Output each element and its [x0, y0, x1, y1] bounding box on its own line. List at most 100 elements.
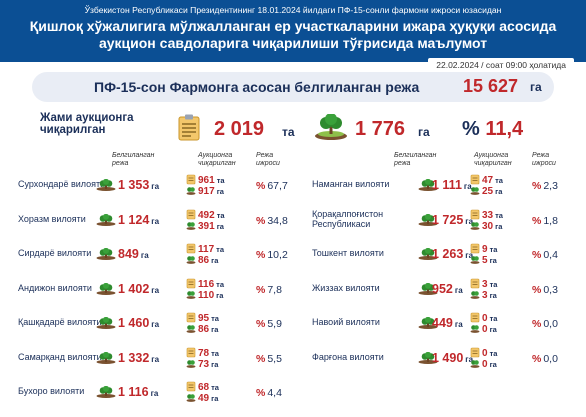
- region-row: Навоий вилояти 449 га 0 та 0 га % 0,0: [312, 310, 574, 340]
- region-auction-count: 33 та: [482, 209, 503, 221]
- region-plan-value: 1 263: [432, 247, 464, 261]
- small-tree-icon: [96, 351, 116, 364]
- region-plan-value: 1 725: [432, 212, 464, 227]
- region-auction: 95 та 86 га: [198, 313, 219, 335]
- document-icon: [186, 312, 196, 333]
- region-auction: 116 та 110 га: [198, 279, 224, 301]
- region-share: % 10,2: [256, 249, 288, 261]
- region-share: % 67,7: [256, 180, 288, 192]
- region-share: % 0,3: [532, 283, 558, 296]
- norm-value: 15 627: [463, 76, 519, 96]
- region-plan: 1 460 га: [118, 316, 159, 330]
- region-name: Наманган вилояти: [312, 179, 390, 189]
- region-name: Сурхондарё вилояти: [18, 179, 106, 189]
- region-share: % 0,0: [532, 352, 558, 365]
- totals-count: 2 019: [214, 118, 265, 140]
- region-plan: 449 га: [432, 316, 463, 330]
- region-plan: 1 124 га: [118, 213, 159, 227]
- region-plan-value: 1 116: [118, 385, 149, 399]
- region-auction-count: 95 та: [198, 313, 219, 324]
- region-plan-unit: га: [150, 389, 159, 398]
- region-auction-count: 0 та: [482, 313, 498, 324]
- region-auction-count: 3 та: [482, 278, 498, 290]
- region-plan-value: 449: [432, 316, 453, 330]
- norm-unit: га: [530, 80, 542, 94]
- clipboard-icon: [178, 114, 200, 141]
- header-super: Ўзбекистон Республикаси Президентининг 1…: [84, 5, 502, 15]
- region-name: Тошкент вилояти: [312, 248, 384, 258]
- region-name: Қашқадарё вилояти: [18, 317, 102, 327]
- small-tree-icon: [96, 386, 116, 398]
- region-row: Фарғона вилояти 1 490 га 0 та 0 га % 0,0: [312, 345, 574, 375]
- region-plan-value: 952: [432, 281, 453, 296]
- region-auction: 961 та 917 га: [198, 175, 225, 197]
- region-plan-unit: га: [151, 216, 160, 226]
- header-title-line2: аукцион савдоларига чиқарилиши тўғрисида…: [98, 35, 488, 51]
- totals-label-line2: чиқарилган: [40, 124, 106, 136]
- region-row: Наманган вилояти 1 111 га 47 та 25 га % 2,3: [312, 172, 574, 202]
- region-plan-unit: га: [151, 320, 160, 329]
- region-name: Навоий вилояти: [312, 317, 380, 327]
- small-tree-icon: [418, 213, 438, 226]
- region-plan-unit: га: [151, 182, 160, 191]
- totals-area: 1 776: [355, 118, 406, 140]
- region-name: Фарғона вилояти: [312, 351, 384, 362]
- region-plan-value: 1 124: [118, 212, 150, 227]
- region-auction-count: 116 та: [198, 278, 224, 290]
- region-plan: 1 111 га: [432, 178, 472, 192]
- region-plan: 1 263 га: [432, 247, 473, 261]
- region-auction: 47 та 25 га: [482, 175, 503, 197]
- region-row: Қорақалпоғистон Республикаси 1 725 га 33 та 30…: [312, 207, 574, 237]
- region-plan: 1 353 га: [118, 178, 159, 192]
- region-row: Сирдарё вилояти 849 га 117 та 86 га % 10,2: [18, 241, 288, 271]
- document-icon: [470, 312, 480, 333]
- document-icon: [470, 278, 480, 299]
- region-share: % 5,5: [256, 352, 282, 365]
- region-auction-area: 5 га: [482, 255, 497, 266]
- region-auction-area: 73 га: [198, 358, 219, 370]
- region-auction-count: 117 та: [198, 244, 224, 255]
- region-auction-count: 0 та: [482, 347, 498, 359]
- region-row: Жиззах вилояти 952 га 3 та 3 га % 0,3: [312, 276, 574, 306]
- region-auction: 0 та 0 га: [482, 313, 497, 335]
- region-auction: 117 та 86 га: [198, 244, 224, 266]
- col-auction-right: Аукционга чиқарилган: [474, 152, 512, 167]
- region-auction: 3 та 3 га: [482, 279, 497, 301]
- region-auction: 68 та 49 га: [198, 382, 219, 404]
- region-auction-count: 68 та: [198, 382, 219, 393]
- region-plan-value: 1 111: [432, 178, 462, 192]
- totals-label-line1: Жами аукционга: [40, 112, 134, 124]
- norm-bar: ПФ-15-сон Фармонга асосан белгиланган ре…: [32, 72, 554, 102]
- totals-count-unit: та: [282, 125, 295, 139]
- document-icon: [186, 278, 196, 299]
- region-plan: 952 га: [432, 282, 463, 296]
- region-plan-value: 1 332: [118, 350, 150, 365]
- small-tree-icon: [96, 317, 116, 329]
- col-share-left: Режа ижроси: [256, 152, 280, 167]
- region-share: % 5,9: [256, 318, 282, 330]
- region-plan-unit: га: [140, 251, 149, 260]
- region-auction-area: 86 га: [198, 255, 219, 266]
- col-planned-right: Белгиланган режа: [394, 152, 437, 167]
- document-icon: [470, 174, 480, 195]
- document-icon: [186, 381, 196, 402]
- region-share: % 0,0: [532, 318, 558, 330]
- totals-strip: Жами аукционга чиқарилган 2 019 та 1 776…: [0, 104, 586, 144]
- region-share: % 34,8: [256, 214, 288, 227]
- region-plan-unit: га: [454, 285, 463, 295]
- region-plan: 1 725 га: [432, 213, 473, 227]
- region-share: % 1,8: [532, 214, 558, 227]
- document-icon: [186, 174, 196, 195]
- document-icon: [186, 347, 196, 368]
- small-tree-icon: [96, 248, 116, 260]
- region-row: Сурхондарё вилояти 1 353 га 961 та 917 га % 67,7: [18, 172, 288, 202]
- region-auction-count: 78 та: [198, 347, 219, 359]
- totals-percent: % 11,4: [462, 118, 523, 141]
- region-name: Сирдарё вилояти: [18, 248, 92, 258]
- region-auction-area: 49 га: [198, 393, 219, 404]
- region-plan-unit: га: [463, 182, 472, 191]
- region-row: Самарқанд вилояти 1 332 га 78 та 73 га % 5,5: [18, 345, 286, 375]
- col-share-right: Режа ижроси: [532, 152, 556, 167]
- region-plan: 1 402 га: [118, 282, 159, 296]
- region-row: Хоразм вилояти 1 124 га 492 та 391 га % 34,8: [18, 207, 288, 237]
